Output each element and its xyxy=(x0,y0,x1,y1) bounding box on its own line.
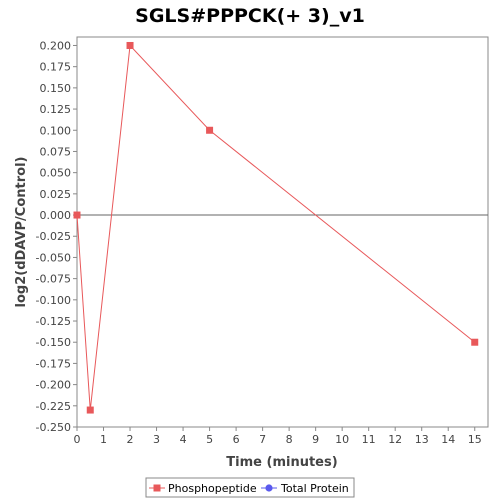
legend: Phosphopeptide Total Protein xyxy=(145,477,355,498)
x-tick-label: 14 xyxy=(441,433,455,446)
data-point-phosphopeptide xyxy=(471,338,479,346)
x-tick-label: 5 xyxy=(206,433,213,446)
x-tick-label: 8 xyxy=(286,433,293,446)
data-point-phosphopeptide xyxy=(86,406,94,414)
legend-item-phosphopeptide: Phosphopeptide xyxy=(149,482,257,495)
y-tick-label: 0.025 xyxy=(40,188,72,201)
legend-marker-total-protein xyxy=(265,484,273,492)
y-tick-label: 0.000 xyxy=(40,209,72,222)
y-tick-label: 0.150 xyxy=(40,82,72,95)
legend-box xyxy=(145,477,355,498)
x-tick-label: 11 xyxy=(362,433,376,446)
y-axis: 0.200 0.175 0.150 0.125 0.100 0.075 0.050 0.025… xyxy=(36,39,77,434)
x-tick-label: 7 xyxy=(259,433,266,446)
y-tick-label: -0.175 xyxy=(36,357,71,370)
series-layer xyxy=(73,41,479,414)
x-tick-label: 15 xyxy=(468,433,482,446)
data-point-phosphopeptide xyxy=(206,126,214,134)
y-tick-label: -0.075 xyxy=(36,273,71,286)
data-point-phosphopeptide xyxy=(73,211,81,219)
x-tick-label: 6 xyxy=(233,433,240,446)
y-tick-label: 0.125 xyxy=(40,103,72,116)
y-tick-label: 0.075 xyxy=(40,145,72,158)
y-tick-label: -0.050 xyxy=(36,251,71,264)
x-tick-label: 12 xyxy=(388,433,402,446)
data-point-phosphopeptide xyxy=(126,41,134,49)
chart-title: SGLS#PPPCK(+ 3)_v1 xyxy=(135,5,365,27)
x-tick-label: 4 xyxy=(180,433,187,446)
y-tick-label: -0.100 xyxy=(36,294,71,307)
x-tick-label: 0 xyxy=(74,433,81,446)
y-tick-label: -0.025 xyxy=(36,230,71,243)
y-axis-title: log2(dDAVP/Control) xyxy=(14,157,29,308)
y-tick-label: -0.250 xyxy=(36,421,71,434)
x-axis-title: Time (minutes) xyxy=(226,455,337,470)
y-tick-label: -0.150 xyxy=(36,336,71,349)
x-tick-label: 2 xyxy=(127,433,134,446)
y-tick-label: -0.200 xyxy=(36,379,71,392)
y-tick-label: 0.200 xyxy=(40,39,72,52)
y-tick-label: 0.050 xyxy=(40,167,72,180)
x-tick-label: 3 xyxy=(153,433,160,446)
legend-item-total-protein: Total Protein xyxy=(261,482,349,495)
y-tick-label: 0.175 xyxy=(40,61,72,74)
x-axis: 0 1 2 3 4 5 6 7 8 9 10 11 12 13 14 15 xyxy=(74,427,482,446)
y-tick-label: 0.100 xyxy=(40,124,72,137)
legend-marker-phosphopeptide xyxy=(153,484,161,492)
plot-area xyxy=(76,36,489,428)
legend-label-total-protein: Total Protein xyxy=(280,482,349,495)
legend-label-phosphopeptide: Phosphopeptide xyxy=(168,482,257,495)
y-tick-label: -0.125 xyxy=(36,315,71,328)
x-tick-label: 1 xyxy=(100,433,107,446)
x-tick-label: 13 xyxy=(415,433,429,446)
y-tick-label: -0.225 xyxy=(36,400,71,413)
x-tick-label: 10 xyxy=(335,433,349,446)
x-tick-label: 9 xyxy=(312,433,319,446)
